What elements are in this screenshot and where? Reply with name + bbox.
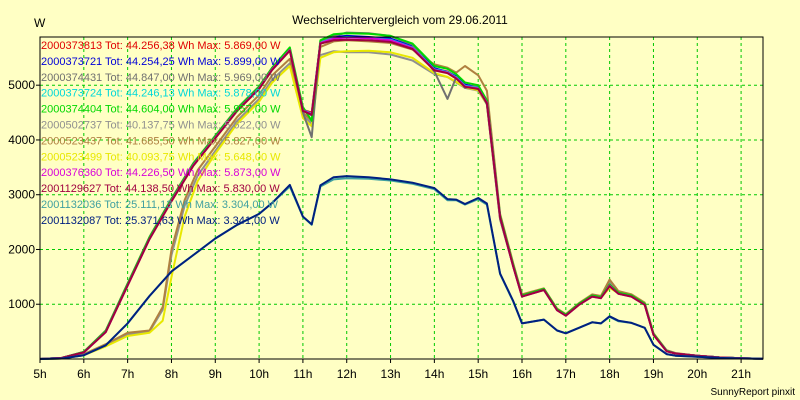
x-axis: 5h 6h 7h 8h 9h 10h 11h 12h 13h 14h 15h 16h 17h 18h 19h… bbox=[33, 359, 751, 381]
x-tick-label: 5h bbox=[33, 367, 46, 381]
x-tick-label: 10h bbox=[249, 367, 269, 381]
x-tick-label: 8h bbox=[165, 367, 178, 381]
y-axis-label: W bbox=[34, 16, 46, 30]
x-tick-label: 16h bbox=[512, 367, 532, 381]
series-line-2001132087 bbox=[39, 175, 764, 360]
x-tick-label: 19h bbox=[643, 367, 663, 381]
x-tick-label: 17h bbox=[556, 367, 576, 381]
y-tick-label: 3000 bbox=[8, 188, 35, 202]
footer-credit: SunnyReport pinxit bbox=[711, 387, 796, 398]
plot-background bbox=[40, 37, 763, 359]
legend-entry-2000523499: 2000523499 Tot: 40.093,75 Wh Max: 5.648,… bbox=[41, 151, 281, 163]
legend-entry-2000376360: 2000376360 Tot: 44.226,50 Wh Max: 5.873,… bbox=[41, 167, 281, 179]
y-tick-label: 1000 bbox=[8, 297, 35, 311]
legend-entry-2000374431: 2000374431 Tot: 44.847,00 Wh Max: 5.969,… bbox=[41, 72, 281, 84]
x-tick-label: 20h bbox=[687, 367, 707, 381]
legend-entry-2000373813: 2000373813 Tot: 44.256,38 Wh Max: 5.869,… bbox=[41, 40, 281, 52]
series-layer bbox=[39, 31, 764, 360]
y-axis: 1000 2000 3000 4000 5000 bbox=[8, 78, 40, 311]
x-tick-label: 14h bbox=[424, 367, 444, 381]
x-tick-label: 18h bbox=[600, 367, 620, 381]
y-tick-label: 2000 bbox=[8, 242, 35, 256]
legend-entry-2000502737: 2000502737 Tot: 40.137,75 Wh Max: 5.622,… bbox=[41, 120, 281, 132]
x-tick-label: 13h bbox=[381, 367, 401, 381]
y-tick-label: 4000 bbox=[8, 133, 35, 147]
x-tick-label: 11h bbox=[293, 367, 312, 381]
series-line-2000523437 bbox=[39, 39, 764, 360]
x-tick-label: 6h bbox=[77, 367, 90, 381]
x-tick-label: 15h bbox=[468, 367, 488, 381]
legend-entry-2001132087: 2001132087 Tot: 25.371,63 Wh Max: 3.341,… bbox=[41, 215, 280, 227]
chart-title: Wechselrichtervergleich vom 29.06.2011 bbox=[292, 13, 508, 27]
x-tick-label: 21h bbox=[731, 367, 751, 381]
legend-entry-2000523437: 2000523437 Tot: 41.685,50 Wh Max: 5.827,… bbox=[41, 135, 281, 147]
legend: 2000373813 Tot: 44.256,38 Wh Max: 5.869,… bbox=[41, 40, 281, 227]
x-tick-label: 7h bbox=[121, 367, 134, 381]
legend-entry-2001132036: 2001132036 Tot: 25.111,13 Wh Max: 3.304,… bbox=[41, 199, 279, 211]
legend-entry-2000373721: 2000373721 Tot: 44.254,25 Wh Max: 5.899,… bbox=[41, 56, 281, 68]
legend-entry-2001129627: 2001129627 Tot: 44.138,50 Wh Max: 5.830,… bbox=[41, 183, 280, 195]
plot-frame bbox=[39, 36, 764, 360]
legend-entry-2000373724: 2000373724 Tot: 44.246,13 Wh Max: 5.878,… bbox=[41, 88, 281, 100]
legend-entry-2000374404: 2000374404 Tot: 44.604,00 Wh Max: 5.957,… bbox=[41, 104, 281, 116]
series-line-2001129627 bbox=[39, 38, 764, 360]
x-tick-label: 9h bbox=[209, 367, 222, 381]
y-tick-label: 5000 bbox=[8, 78, 35, 92]
x-tick-label: 12h bbox=[337, 367, 357, 381]
